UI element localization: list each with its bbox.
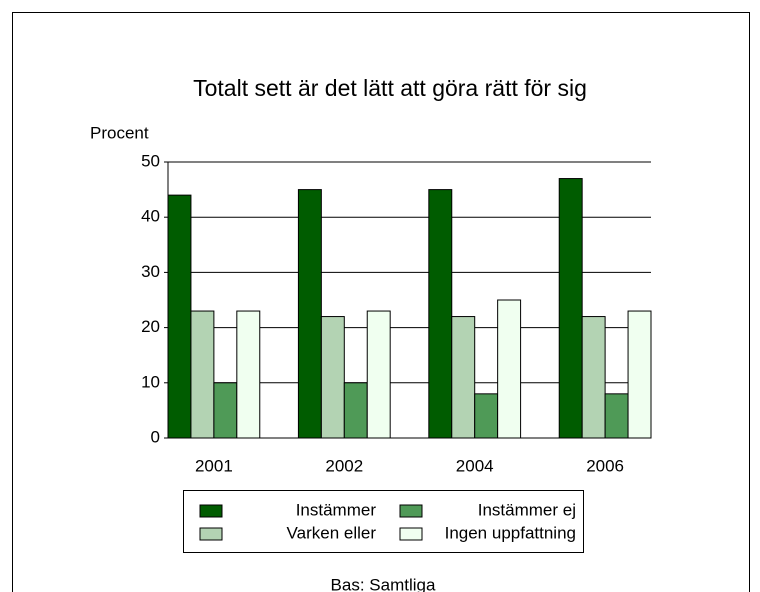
bar: [343, 382, 368, 439]
bar: [297, 189, 322, 439]
y-tick-label: 0: [151, 427, 160, 446]
y-tick-label: 20: [141, 317, 160, 336]
bar: [497, 299, 522, 439]
bar: [428, 189, 453, 439]
legend-swatch: [399, 527, 423, 541]
bar: [474, 393, 499, 439]
legend-swatch: [399, 504, 423, 518]
y-tick-label: 50: [141, 151, 160, 170]
legend-label: Ingen uppfattning: [445, 523, 576, 542]
legend-label: Instämmer: [296, 500, 377, 519]
legend-swatch: [199, 527, 223, 541]
legend-label: Varken eller: [287, 523, 377, 542]
bar: [213, 382, 238, 439]
bar: [320, 316, 345, 439]
legend: [183, 490, 584, 553]
y-tick-label: 40: [141, 207, 160, 226]
bar: [236, 310, 261, 439]
footnote: Bas: Samtliga: [331, 575, 436, 592]
bar: [167, 194, 192, 439]
bar: [366, 310, 391, 439]
x-tick-label: 2001: [195, 456, 233, 475]
legend-swatch: [199, 504, 223, 518]
x-tick-label: 2004: [456, 456, 494, 475]
bar: [451, 316, 476, 439]
y-axis-label: Procent: [90, 123, 149, 142]
bar: [190, 310, 215, 439]
bar: [604, 393, 629, 439]
y-tick-label: 10: [141, 372, 160, 391]
bar: [558, 178, 583, 439]
y-tick-label: 30: [141, 262, 160, 281]
legend-label: Instämmer ej: [478, 500, 576, 519]
chart-title: Totalt sett är det lätt att göra rätt fö…: [193, 75, 587, 101]
x-tick-label: 2002: [325, 456, 363, 475]
bar: [581, 316, 606, 439]
bar: [627, 310, 652, 439]
x-tick-label: 2006: [586, 456, 624, 475]
